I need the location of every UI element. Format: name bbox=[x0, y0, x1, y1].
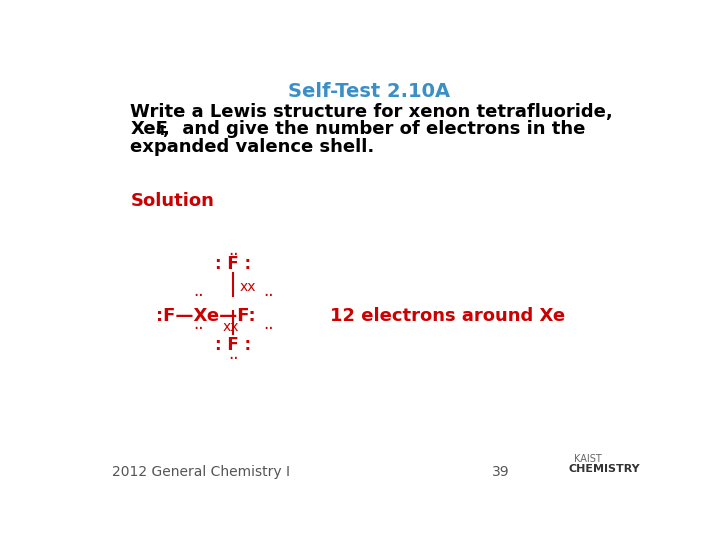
Text: ··: ·· bbox=[228, 246, 238, 264]
Text: Write a Lewis structure for xenon tetrafluoride,: Write a Lewis structure for xenon tetraf… bbox=[130, 103, 613, 122]
Text: Solution: Solution bbox=[130, 192, 214, 210]
Text: 12 electrons around Xe: 12 electrons around Xe bbox=[330, 307, 565, 325]
Text: xx: xx bbox=[240, 280, 256, 294]
Text: CHEMISTRY: CHEMISTRY bbox=[569, 464, 641, 474]
Text: ,  and give the number of electrons in the: , and give the number of electrons in th… bbox=[163, 120, 585, 138]
Text: xx: xx bbox=[222, 320, 239, 334]
Text: 39: 39 bbox=[492, 465, 509, 479]
Text: XeF: XeF bbox=[130, 120, 168, 138]
Text: ··: ·· bbox=[263, 287, 274, 305]
Text: : F :: : F : bbox=[215, 255, 251, 273]
Text: 2012 General Chemistry I: 2012 General Chemistry I bbox=[112, 465, 289, 479]
Text: ··: ·· bbox=[228, 350, 238, 368]
Text: : F :: : F : bbox=[215, 336, 251, 354]
Text: Self-Test 2.10A: Self-Test 2.10A bbox=[288, 82, 450, 101]
Text: :F—Xe—F:: :F—Xe—F: bbox=[156, 307, 256, 325]
Text: ··: ·· bbox=[193, 320, 204, 339]
Text: ··: ·· bbox=[263, 320, 274, 339]
Text: 4: 4 bbox=[155, 124, 165, 138]
Text: ··: ·· bbox=[193, 287, 204, 305]
Text: expanded valence shell.: expanded valence shell. bbox=[130, 138, 374, 156]
Text: KAIST: KAIST bbox=[574, 455, 601, 464]
